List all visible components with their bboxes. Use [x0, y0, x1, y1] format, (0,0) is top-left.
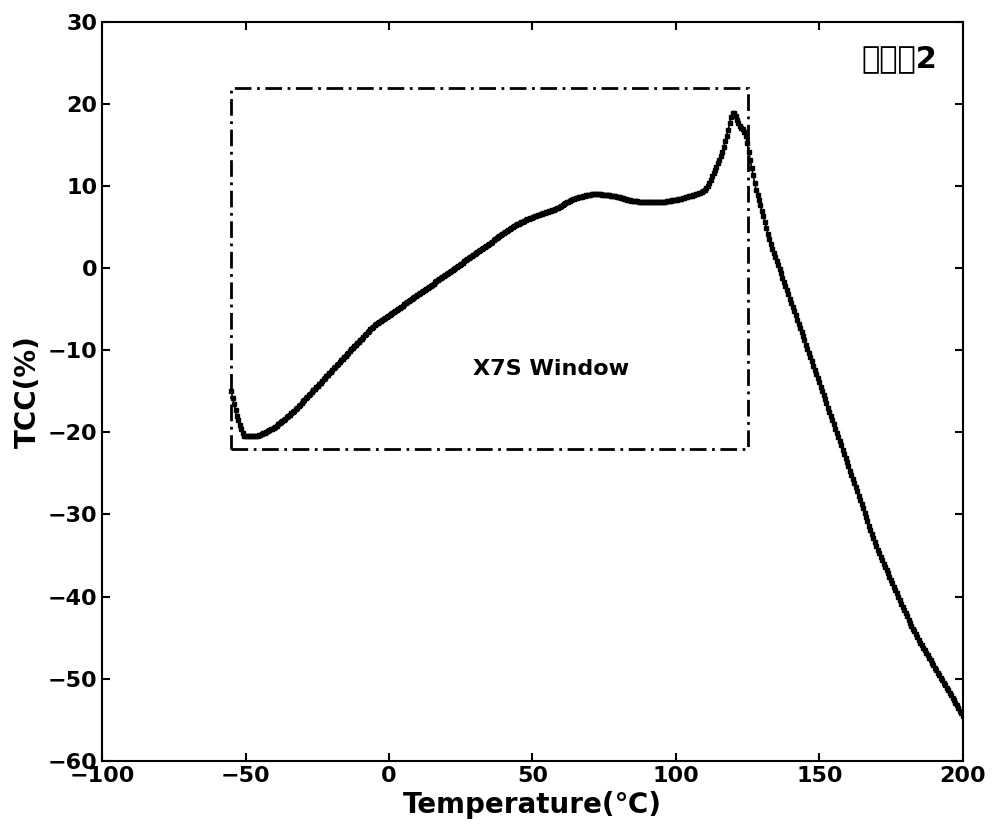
Bar [231, 87, 748, 449]
Text: X7S Window: X7S Window [473, 359, 629, 379]
X-axis label: Temperature(℃): Temperature(℃) [403, 791, 662, 819]
Text: 实施例2: 实施例2 [861, 44, 937, 73]
Y-axis label: TCC(%): TCC(%) [14, 335, 42, 447]
